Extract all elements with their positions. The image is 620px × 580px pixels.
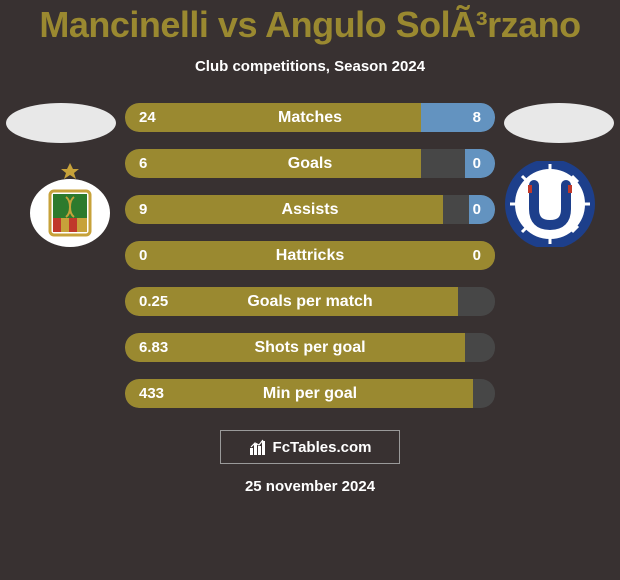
stat-bar-left-value: 0 xyxy=(139,247,147,264)
stat-bar-left-value: 6 xyxy=(139,155,147,172)
crest-left-svg xyxy=(20,161,120,247)
page-title: Mancinelli vs Angulo SolÃ³rzano xyxy=(0,0,620,46)
stat-bar-label: Min per goal xyxy=(263,385,357,403)
brand-text: FcTables.com xyxy=(273,439,372,456)
stat-bar-label: Matches xyxy=(278,109,342,127)
stat-bars: Matches248Goals60Assists90Hattricks00Goa… xyxy=(125,103,495,408)
player-right-ellipse xyxy=(504,103,614,143)
stat-bar-left-value: 9 xyxy=(139,201,147,218)
club-crest-right xyxy=(500,161,600,247)
date-text: 25 november 2024 xyxy=(0,478,620,495)
stat-bar-right-value: 8 xyxy=(473,109,481,126)
stat-bar-row: Goals 6 0 xyxy=(125,149,495,178)
comparison-arena: Matches248Goals60Assists90Hattricks00Goa… xyxy=(0,103,620,408)
stat-bar-left-segment xyxy=(125,149,421,178)
stat-bar-label: Goals xyxy=(288,155,332,173)
brand-chart-icon xyxy=(249,438,267,456)
stat-bar-row: Hattricks 0 0 xyxy=(125,241,495,270)
stat-bar-row: Shots per goal 6.83 xyxy=(125,333,495,362)
stat-bar-label: Goals per match xyxy=(247,293,372,311)
brand-box: FcTables.com xyxy=(220,430,400,464)
stat-bar-label: Shots per goal xyxy=(254,339,365,357)
stat-bar-left-segment xyxy=(125,103,421,132)
stat-bar-right-value: 0 xyxy=(473,155,481,172)
stat-bar-left-value: 6.83 xyxy=(139,339,168,356)
stat-bar-row: Goals per match 0.25 xyxy=(125,287,495,316)
crest-right-svg xyxy=(500,161,600,247)
player-left-ellipse xyxy=(6,103,116,143)
page-subtitle: Club competitions, Season 2024 xyxy=(0,58,620,75)
stat-bar-row: Min per goal 433 xyxy=(125,379,495,408)
stat-bar-right-value: 0 xyxy=(473,247,481,264)
stat-bar-label: Hattricks xyxy=(276,247,344,265)
stat-bar-left-value: 24 xyxy=(139,109,156,126)
stat-bar-left-value: 0.25 xyxy=(139,293,168,310)
stat-bar-label: Assists xyxy=(282,201,339,219)
crest-left-stripe xyxy=(69,218,77,232)
stat-bar-row: Assists 9 0 xyxy=(125,195,495,224)
crest-left-stripe xyxy=(53,218,61,232)
stat-bar-right-value: 0 xyxy=(473,201,481,218)
club-crest-left xyxy=(20,161,120,247)
star-icon xyxy=(61,163,79,179)
stat-bar-row: Matches 24 8 xyxy=(125,103,495,132)
stat-bar-left-value: 433 xyxy=(139,385,164,402)
stat-bar-right-segment xyxy=(421,103,495,132)
